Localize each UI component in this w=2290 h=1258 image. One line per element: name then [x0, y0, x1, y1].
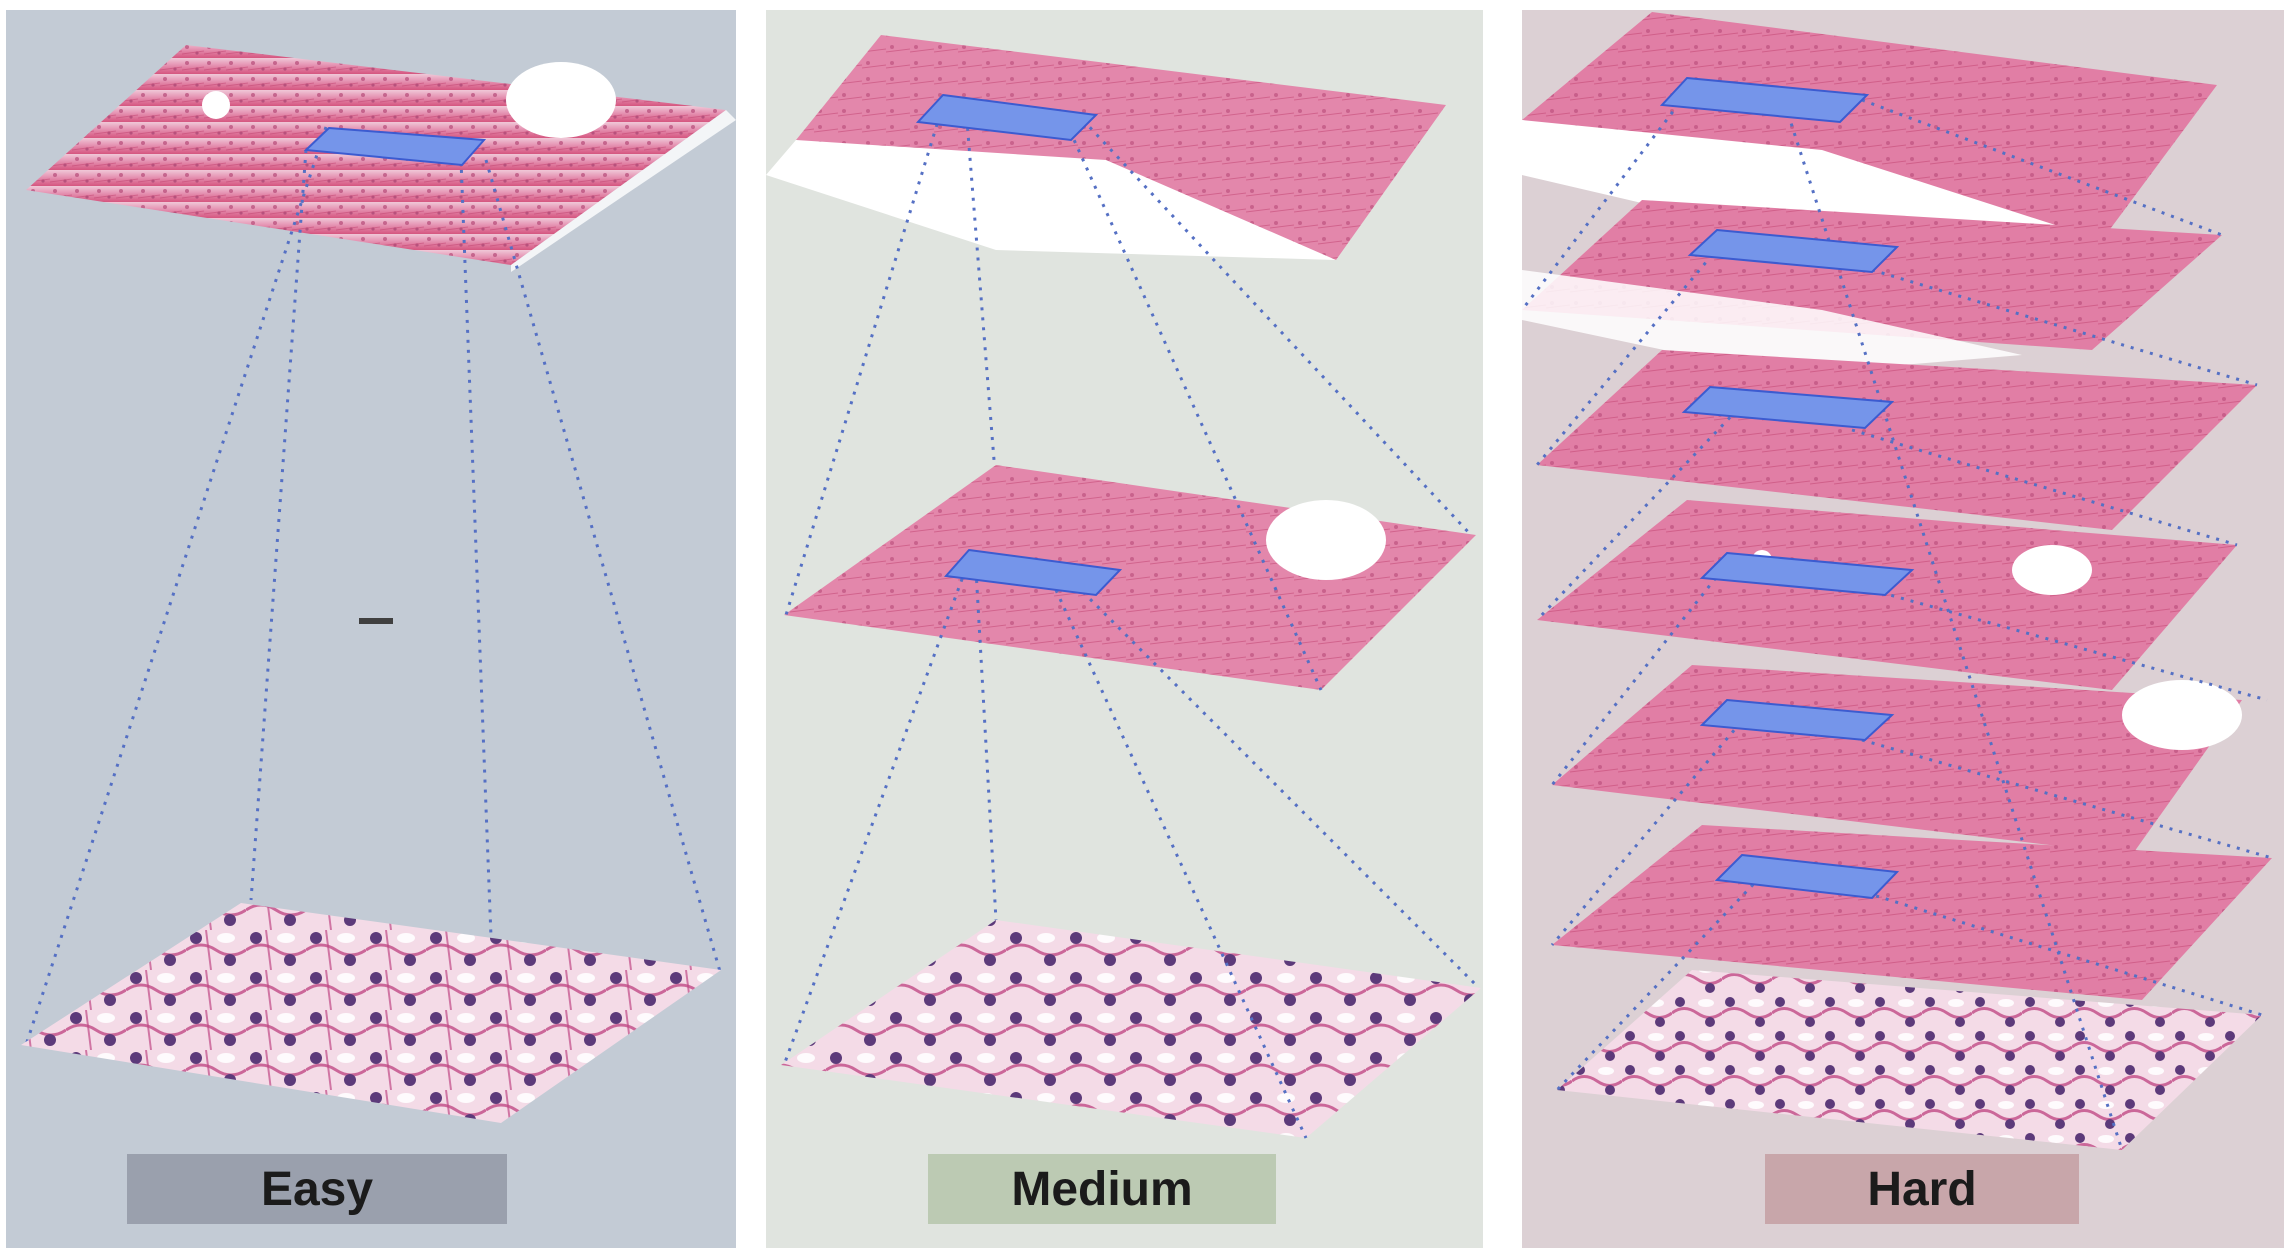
easy-roi-box [303, 126, 487, 167]
panel-medium: Medium [766, 10, 1483, 1248]
hard-layer-1 [1522, 12, 2217, 240]
medium-diagram [766, 10, 1483, 1248]
medium-bottom-slide [781, 920, 1481, 1138]
panel-hard: Hard [1522, 10, 2284, 1248]
hard-roi-1 [1659, 76, 1870, 124]
hard-roi-4 [1699, 551, 1915, 597]
hard-roi-6 [1714, 853, 1900, 900]
hard-label: Hard [1765, 1154, 2079, 1224]
medium-roi-middle [943, 548, 1123, 597]
easy-vessel [506, 62, 616, 138]
panel-easy: Easy [6, 10, 736, 1248]
easy-dash-mark [359, 618, 393, 624]
medium-label: Medium [928, 1154, 1276, 1224]
medium-projection-lines [782, 104, 1481, 1139]
hard-roi-3 [1681, 385, 1895, 430]
hard-layer-7 [1557, 970, 2262, 1150]
easy-bottom-slide [21, 903, 721, 1123]
easy-projection-lines [24, 126, 723, 1119]
medium-top-slide [796, 35, 1446, 260]
hard-diagram [1522, 10, 2284, 1248]
hard-roi-2 [1687, 228, 1900, 274]
easy-label: Easy [127, 1154, 507, 1224]
hard-roi-5 [1699, 698, 1895, 742]
easy-diagram [6, 10, 736, 1248]
hard-projection-lines [1522, 79, 2273, 1151]
medium-roi-top [915, 93, 1099, 142]
